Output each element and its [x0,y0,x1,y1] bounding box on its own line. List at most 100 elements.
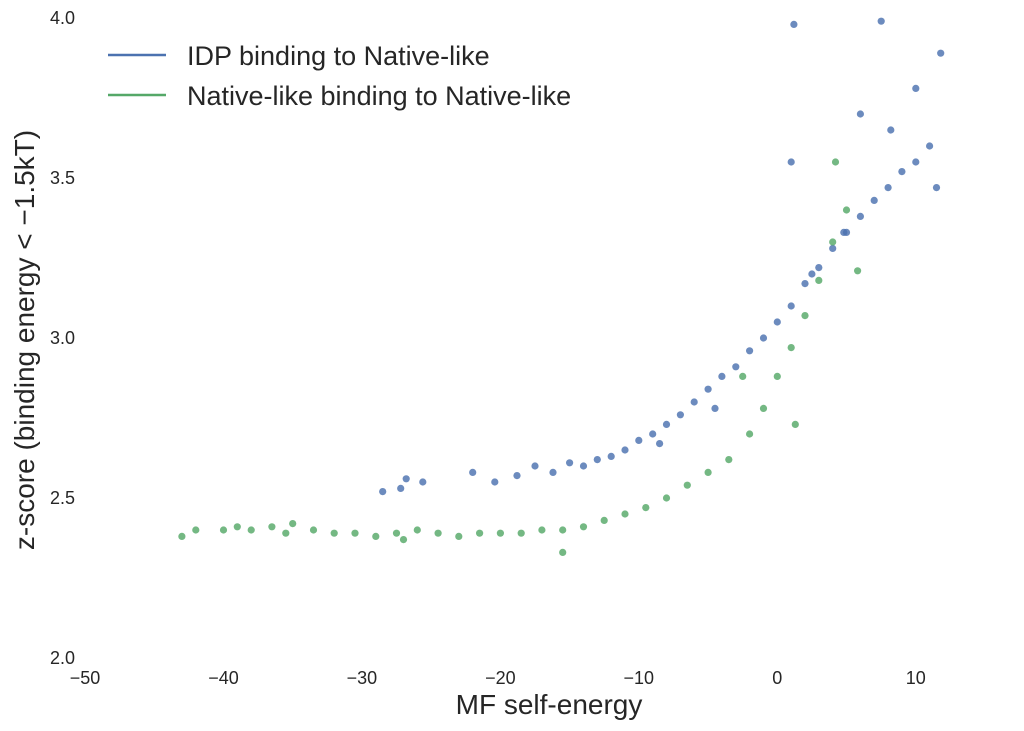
data-point-series-0-28 [829,244,837,252]
data-point-series-0-8 [549,468,557,476]
data-point-series-1-31 [787,344,795,352]
data-point-series-1-9 [351,529,359,537]
data-point-series-1-21 [600,516,608,525]
data-point-series-1-38 [854,267,862,275]
data-point-series-1-24 [662,494,671,502]
data-point-series-0-22 [746,347,754,355]
data-point-series-0-39 [912,84,920,92]
data-point-series-1-2 [219,526,228,534]
data-point-series-0-45 [808,270,816,278]
data-point-series-0-33 [898,168,906,176]
data-point-series-1-33 [815,276,823,284]
y-tick-label: 3.5 [50,168,75,188]
data-point-series-1-27 [725,456,733,464]
data-point-series-1-42 [739,372,747,380]
data-point-series-0-40 [856,110,865,118]
data-point-series-0-20 [718,372,726,380]
data-point-series-0-6 [513,472,521,480]
data-point-series-0-0 [379,488,387,496]
data-point-series-0-44 [840,228,848,236]
data-point-series-1-35 [842,206,851,214]
data-point-series-1-4 [247,526,255,534]
data-point-series-1-15 [476,529,484,537]
data-point-series-0-36 [790,20,798,28]
x-tick-label: −20 [485,668,516,688]
data-point-series-0-42 [787,158,795,166]
legend-label-native: Native-like binding to Native-like [187,81,571,111]
data-point-series-0-25 [787,302,795,310]
data-point-series-1-23 [642,504,650,512]
data-point-series-1-34 [829,238,837,246]
data-point-series-0-26 [801,280,809,288]
data-point-series-1-6 [289,520,297,528]
data-point-series-0-15 [649,430,657,438]
y-axis-label: z-score (binding energy < −1.5kT) [9,130,40,550]
data-point-series-0-13 [621,446,629,454]
y-tick-label: 3.0 [50,328,75,348]
x-tick-label: −40 [208,668,239,688]
x-tick-label: −50 [70,668,101,688]
data-point-series-0-3 [419,478,427,486]
data-point-series-1-28 [746,430,754,438]
x-tick-label: −10 [624,668,655,688]
data-point-series-0-37 [877,17,885,25]
data-point-series-0-18 [690,398,698,406]
data-point-series-1-10 [372,532,380,541]
points-layer [178,17,945,557]
y-tick-label: 2.0 [50,648,75,668]
data-point-series-0-19 [704,385,712,393]
x-tick-label: 0 [772,668,782,688]
data-point-series-0-11 [593,456,601,464]
data-point-series-0-2 [402,475,410,483]
x-tick-label: 10 [906,668,926,688]
x-axis-label: MF self-energy [456,689,643,720]
data-point-series-1-13 [434,529,442,537]
data-point-series-0-47 [656,440,664,448]
data-point-series-1-18 [538,526,546,534]
data-point-series-0-27 [815,264,823,272]
data-point-series-0-43 [932,184,941,192]
data-point-series-1-32 [801,312,809,320]
data-point-series-0-31 [870,196,878,204]
x-axis-ticks: −50 −40 −30 −20 −10 0 10 [70,668,926,688]
data-point-series-1-30 [773,372,781,380]
data-point-series-0-30 [856,212,865,220]
data-point-series-0-9 [566,459,574,467]
data-point-series-0-21 [732,363,740,371]
data-point-series-0-17 [676,411,685,419]
data-point-series-1-17 [517,529,525,537]
data-point-series-0-32 [884,184,892,192]
data-point-series-0-24 [773,318,781,326]
data-point-series-1-40 [399,536,408,544]
data-point-series-0-5 [491,478,499,486]
data-point-series-0-35 [926,142,934,150]
data-point-series-1-14 [455,532,463,541]
y-tick-label: 4.0 [50,8,75,28]
data-point-series-1-22 [621,510,629,518]
data-point-series-1-36 [831,158,840,166]
y-axis-ticks: 2.0 2.5 3.0 3.5 4.0 [50,8,75,668]
data-point-series-0-14 [635,436,643,444]
data-point-series-0-46 [711,404,719,412]
data-point-series-0-16 [662,420,671,428]
data-point-series-0-12 [607,452,615,460]
data-point-series-1-8 [330,529,338,537]
data-point-series-1-25 [683,481,691,489]
data-point-series-0-10 [579,462,588,470]
data-point-series-1-0 [178,532,186,541]
data-point-series-0-1 [397,484,405,492]
data-point-series-0-41 [887,126,895,134]
data-point-series-0-34 [912,158,920,166]
data-point-series-0-7 [531,462,539,470]
data-point-series-0-23 [759,334,768,342]
x-tick-label: −30 [347,668,378,688]
data-point-series-0-38 [937,49,945,57]
data-point-series-1-29 [759,404,768,412]
data-point-series-1-41 [282,529,290,537]
legend-label-idp: IDP binding to Native-like [187,41,490,71]
legend: IDP binding to Native-like Native-like b… [108,41,571,111]
data-point-series-0-4 [469,468,477,476]
data-point-series-1-26 [704,468,712,476]
data-point-series-1-39 [559,548,567,557]
